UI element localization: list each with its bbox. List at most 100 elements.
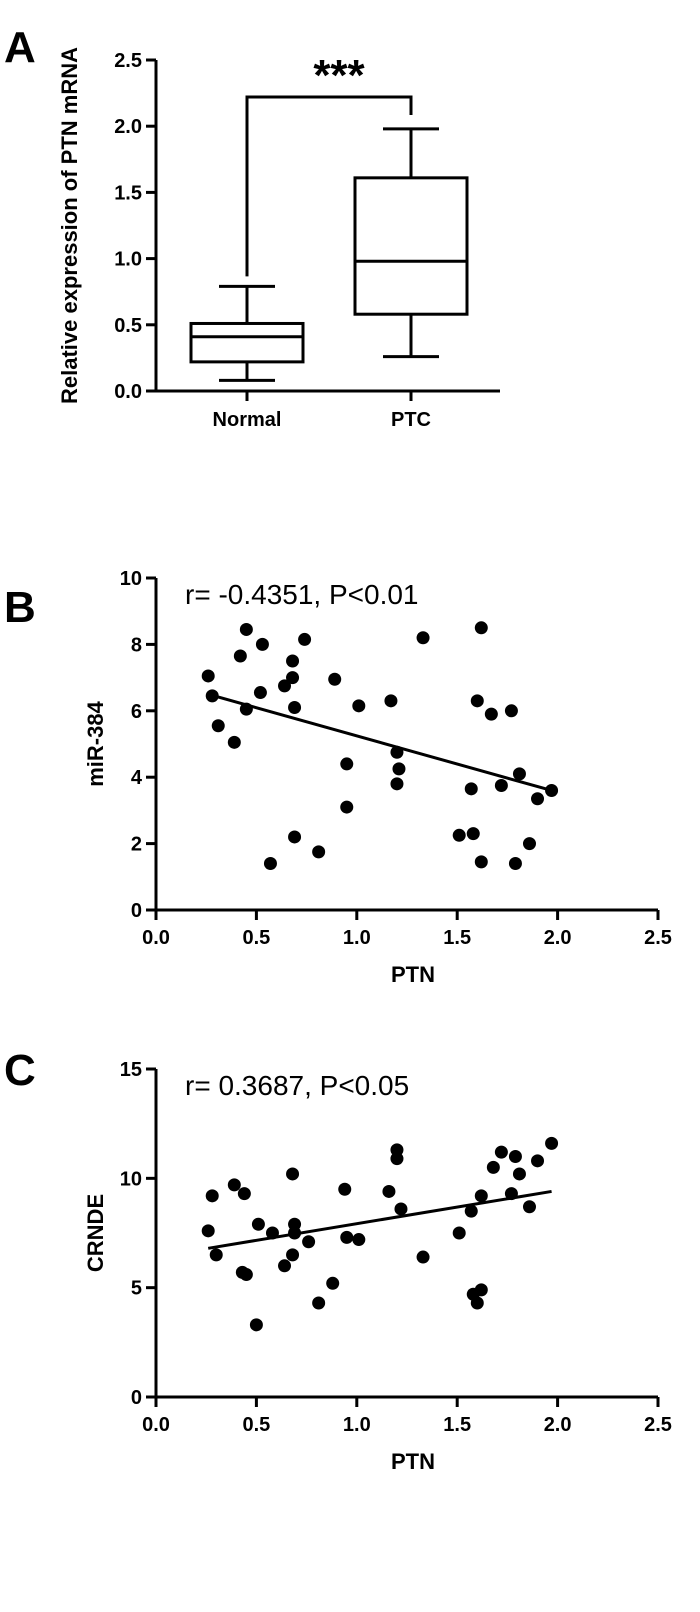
- data-point: [352, 1233, 366, 1247]
- data-point: [392, 762, 406, 776]
- data-point: [416, 1250, 430, 1264]
- data-point: [263, 857, 277, 871]
- y-tick-label: 1.5: [114, 182, 142, 204]
- data-point: [452, 1226, 466, 1240]
- data-point: [382, 1184, 396, 1198]
- box-normal: [189, 284, 305, 382]
- data-point: [227, 735, 241, 749]
- y-tick-label: 5: [131, 1278, 142, 1300]
- data-point: [211, 719, 225, 733]
- x-tick-label: 0.0: [142, 927, 170, 949]
- y-axis-title: miR-384: [83, 700, 108, 786]
- x-axis-title: PTN: [391, 1449, 435, 1474]
- x-tick-label: 2.5: [644, 927, 672, 949]
- data-point: [288, 830, 302, 844]
- panel-a-letter: A: [4, 23, 36, 72]
- x-tick-label: PTC: [391, 409, 431, 431]
- data-point: [352, 699, 366, 713]
- x-tick-label: 1.5: [443, 927, 471, 949]
- panel-c: C 0 5 10 15 0.0 0.5 1.0 1.5 2.0 2.5 PTN CRNDE r= 0.3…: [4, 1046, 672, 1474]
- data-point: [209, 1248, 223, 1262]
- x-tick-label: 1.5: [443, 1414, 471, 1436]
- data-point: [265, 1226, 279, 1240]
- data-point: [522, 1200, 536, 1214]
- data-point: [474, 855, 488, 869]
- data-point: [249, 1318, 263, 1332]
- data-point: [239, 702, 253, 716]
- panel-a: A 0.0 0.5 1.0 1.5 2.0 2.5 Relative expression …: [4, 23, 500, 431]
- data-point: [205, 1189, 219, 1203]
- data-point: [255, 637, 269, 651]
- data-point: [286, 654, 300, 668]
- data-point: [286, 1248, 300, 1262]
- data-point: [464, 782, 478, 796]
- x-tick-label: Normal: [213, 409, 282, 431]
- panel-c-letter: C: [4, 1046, 36, 1095]
- iqr-box: [189, 321, 305, 364]
- data-point: [205, 689, 219, 703]
- data-point: [253, 686, 267, 700]
- data-point: [474, 1283, 488, 1297]
- data-point: [474, 1189, 488, 1203]
- data-point: [278, 1259, 292, 1273]
- panel-b-points: [201, 621, 559, 871]
- y-tick-label: 4: [131, 767, 143, 789]
- data-point: [251, 1217, 265, 1231]
- y-tick-label: 0: [131, 900, 142, 922]
- data-point: [470, 694, 484, 708]
- data-point: [545, 1136, 559, 1150]
- data-point: [201, 1224, 215, 1238]
- regression-line: [207, 1189, 552, 1250]
- panel-c-axes: 0 5 10 15 0.0 0.5 1.0 1.5 2.0 2.5 PTN CRNDE r= 0.368…: [83, 1059, 672, 1474]
- data-point: [288, 1226, 302, 1240]
- y-axis-title: CRNDE: [83, 1194, 108, 1272]
- data-point: [384, 694, 398, 708]
- x-tick-label: 0.0: [142, 1414, 170, 1436]
- y-tick-label: 10: [120, 568, 142, 590]
- data-point: [328, 672, 342, 686]
- x-tick-label: 0.5: [242, 1414, 270, 1436]
- data-point: [531, 1154, 545, 1168]
- data-point: [227, 1178, 241, 1192]
- y-tick-label: 2.0: [114, 116, 142, 138]
- data-point: [298, 632, 312, 646]
- panel-b-axes: 0 2 4 6 8 10 0.0 0.5 1.0 1.5 2.0 2.5 PTN miR-384 r= -0…: [83, 568, 672, 987]
- data-point: [340, 757, 354, 771]
- x-axis-title: PTN: [391, 962, 435, 987]
- data-point: [416, 631, 430, 645]
- panel-a-boxes: ***: [189, 51, 469, 382]
- x-tick-label: 0.5: [242, 927, 270, 949]
- data-point: [504, 1187, 518, 1201]
- data-point: [508, 857, 522, 871]
- x-tick-label: 2.0: [544, 1414, 572, 1436]
- data-point: [522, 837, 536, 851]
- x-tick-label: 2.5: [644, 1414, 672, 1436]
- data-point: [239, 622, 253, 636]
- y-tick-label: 15: [120, 1059, 142, 1081]
- x-tick-label: 1.0: [343, 927, 371, 949]
- iqr-box: [353, 176, 469, 316]
- panel-b-letter: B: [4, 583, 36, 632]
- data-point: [494, 1145, 508, 1159]
- data-point: [326, 1276, 340, 1290]
- data-point: [237, 1187, 251, 1201]
- y-tick-label: 0.5: [114, 315, 142, 337]
- data-point: [286, 1167, 300, 1181]
- box-ptc: [353, 127, 469, 359]
- data-point: [486, 1160, 500, 1174]
- data-point: [466, 827, 480, 841]
- correlation-annotation: r= -0.4351, P<0.01: [185, 579, 419, 610]
- data-point: [531, 792, 545, 806]
- data-point: [508, 1149, 522, 1163]
- data-point: [390, 1152, 404, 1166]
- data-point: [312, 845, 326, 859]
- data-point: [452, 828, 466, 842]
- x-tick-label: 2.0: [544, 927, 572, 949]
- data-point: [512, 1167, 526, 1181]
- panel-b: B 0 2 4 6 8 10 0.0 0.5 1.0 1.5 2.0 2.5 PTN miR-384 r= …: [4, 568, 672, 987]
- data-point: [484, 707, 498, 721]
- data-point: [474, 621, 488, 635]
- y-axis-title: Relative expression of PTN mRNA: [57, 47, 82, 404]
- data-point: [340, 1230, 354, 1244]
